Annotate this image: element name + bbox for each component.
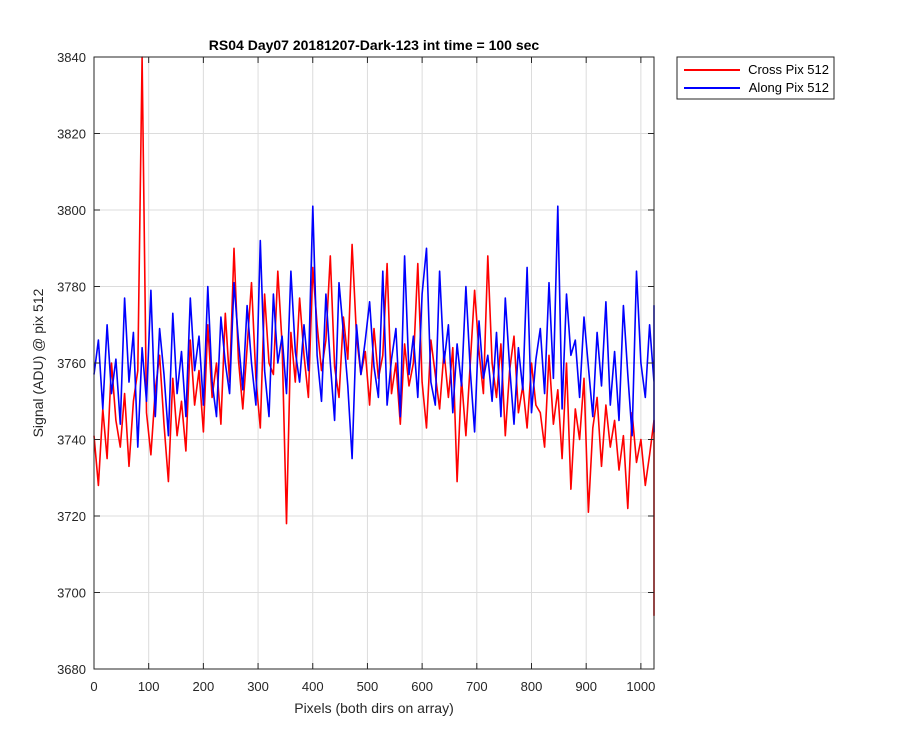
x-tick-label: 0	[90, 679, 97, 694]
y-tick-label: 3760	[57, 356, 86, 371]
x-tick-label: 200	[193, 679, 215, 694]
x-tick-label: 400	[302, 679, 324, 694]
x-tick-label: 300	[247, 679, 269, 694]
chart-title: RS04 Day07 20181207-Dark-123 int time = …	[209, 37, 540, 53]
series-line-cross	[93, 56, 655, 617]
series-line-along	[93, 205, 655, 460]
x-tick-label: 600	[411, 679, 433, 694]
legend-box	[676, 56, 835, 100]
x-axis-label: Pixels (both dirs on array)	[294, 700, 454, 716]
y-tick-label: 3840	[57, 50, 86, 65]
y-tick-label: 3820	[57, 127, 86, 142]
axis-ticks	[93, 56, 654, 670]
x-tick-label: 900	[575, 679, 597, 694]
tick-labels: 0 100 200 300 400 500 600 700 800 900 1000 3680 3700…	[57, 50, 655, 694]
x-tick-label: 800	[521, 679, 543, 694]
y-axis-label: Signal (ADU) @ pix 512	[30, 288, 46, 437]
y-tick-label: 3680	[57, 662, 86, 677]
y-tick-label: 3740	[57, 433, 86, 448]
legend-label-along: Along Pix 512	[749, 80, 829, 95]
y-tick-label: 3720	[57, 509, 86, 524]
x-tick-label: 700	[466, 679, 488, 694]
legend-label-cross: Cross Pix 512	[748, 62, 829, 77]
x-tick-label: 100	[138, 679, 160, 694]
y-tick-label: 3800	[57, 203, 86, 218]
y-tick-label: 3700	[57, 586, 86, 601]
series-layer	[93, 56, 655, 617]
y-tick-label: 3780	[57, 280, 86, 295]
x-tick-label: 1000	[626, 679, 655, 694]
legend: Cross Pix 512 Along Pix 512	[676, 56, 835, 100]
x-tick-label: 500	[357, 679, 379, 694]
